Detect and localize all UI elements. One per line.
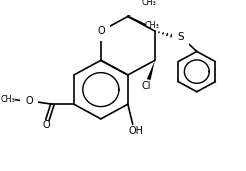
Text: O: O xyxy=(43,121,50,130)
Text: O: O xyxy=(97,26,105,36)
Polygon shape xyxy=(147,60,155,80)
Text: CH₃: CH₃ xyxy=(145,21,159,30)
Text: Cl: Cl xyxy=(142,81,152,91)
Text: CH₃: CH₃ xyxy=(141,0,156,7)
Text: OH: OH xyxy=(128,126,143,136)
Text: O: O xyxy=(25,96,33,107)
Text: S: S xyxy=(177,32,184,42)
Text: CH₃: CH₃ xyxy=(0,95,15,104)
